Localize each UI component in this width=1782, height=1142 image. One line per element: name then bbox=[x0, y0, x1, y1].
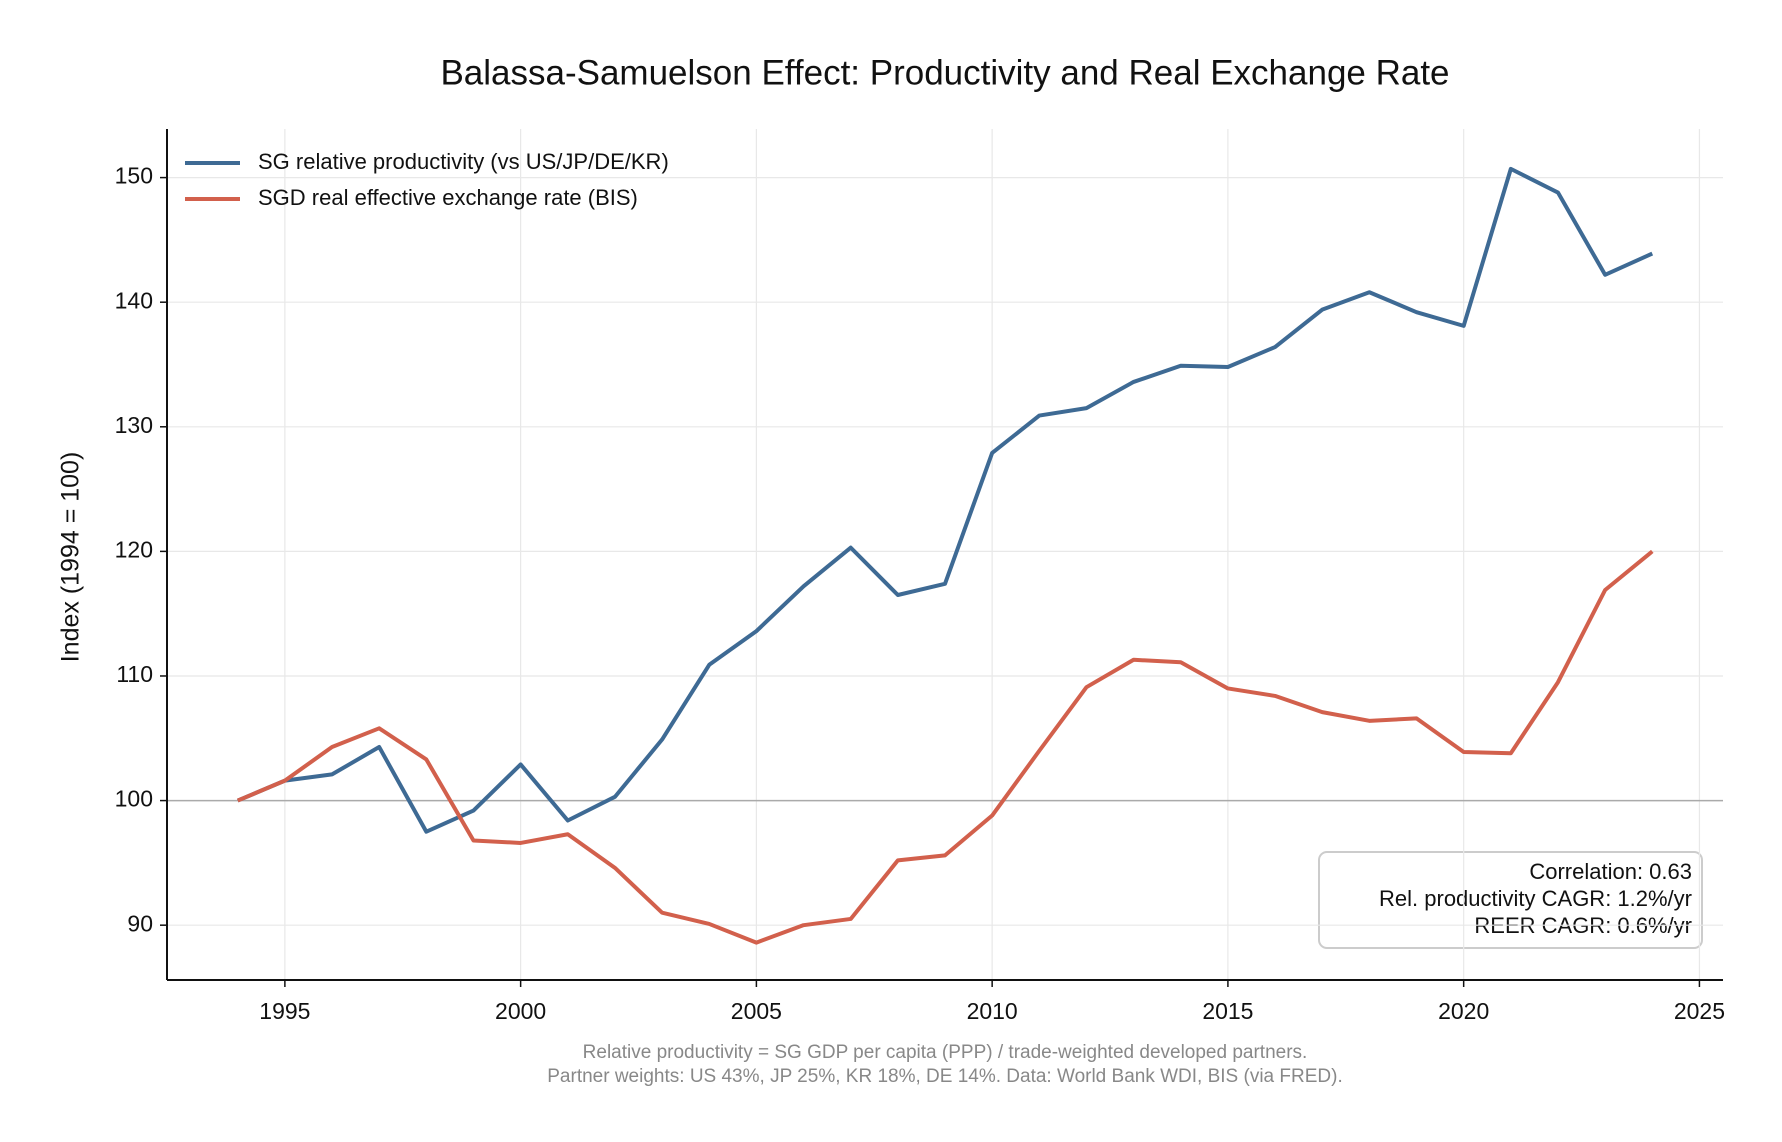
annotation-box bbox=[1318, 851, 1703, 949]
y-axis-label: Index (1994 = 100) bbox=[57, 452, 85, 663]
series-line bbox=[236, 549, 1654, 945]
x-tick-label: 2000 bbox=[495, 998, 546, 1024]
x-tick-label: 2025 bbox=[1674, 998, 1725, 1024]
x-tick-label: 2015 bbox=[1202, 998, 1253, 1024]
y-tick-label: 90 bbox=[127, 910, 153, 936]
footnote: Relative productivity = SG GDP per capit… bbox=[583, 1042, 1308, 1063]
y-tick-label: 130 bbox=[115, 412, 153, 438]
annotation: Rel. productivity CAGR: 1.2%/yr bbox=[1379, 886, 1692, 911]
legend-label: SGD real effective exchange rate (BIS) bbox=[258, 185, 638, 210]
y-tick-label: 110 bbox=[116, 661, 153, 687]
x-tick-label: 2010 bbox=[967, 998, 1018, 1024]
annotation: Correlation: 0.63 bbox=[1529, 859, 1692, 884]
y-tick-label: 150 bbox=[115, 163, 153, 189]
chart-title: Balassa-Samuelson Effect: Productivity a… bbox=[440, 53, 1449, 92]
x-tick-label: 1995 bbox=[259, 998, 310, 1024]
x-tick-label: 2005 bbox=[731, 998, 782, 1024]
series-line bbox=[236, 166, 1654, 834]
y-tick-label: 120 bbox=[115, 536, 153, 562]
x-tick-label: 2020 bbox=[1438, 998, 1489, 1024]
y-tick-label: 140 bbox=[115, 287, 153, 313]
legend-label: SG relative productivity (vs US/JP/DE/KR… bbox=[258, 149, 669, 174]
footnote: Partner weights: US 43%, JP 25%, KR 18%,… bbox=[547, 1066, 1342, 1087]
y-tick-label: 100 bbox=[115, 786, 153, 812]
